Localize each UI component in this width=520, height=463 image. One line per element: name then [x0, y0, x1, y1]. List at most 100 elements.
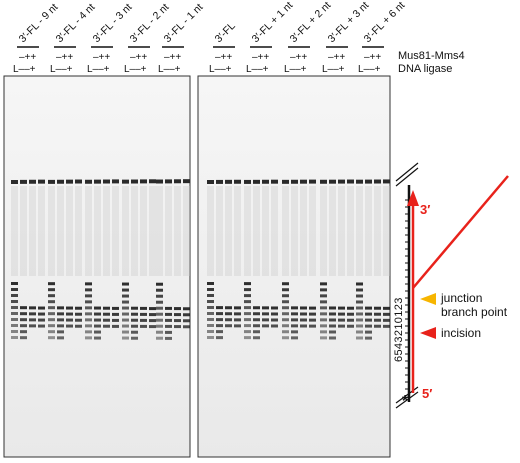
band [174, 319, 181, 323]
lane-smear [253, 186, 260, 276]
lane-smear [207, 186, 214, 276]
band-substrate [383, 179, 390, 184]
band [262, 324, 269, 328]
band [365, 324, 372, 328]
band [329, 336, 336, 340]
band [38, 306, 45, 310]
lane-smear [365, 186, 372, 276]
band [291, 312, 298, 316]
band-substrate [207, 180, 214, 184]
band-substrate [338, 179, 345, 184]
band [75, 318, 82, 322]
band [131, 312, 138, 316]
flap-strand-red [412, 175, 509, 289]
lane-smear [291, 186, 298, 276]
band [85, 330, 92, 334]
lane-smear [338, 186, 345, 276]
lane-smear [383, 186, 390, 276]
band [165, 336, 172, 340]
band [94, 318, 101, 322]
band [131, 330, 138, 334]
band [20, 318, 27, 322]
mus81-symbols: –++ [328, 52, 345, 63]
lane-smear [165, 186, 172, 276]
band [140, 324, 147, 328]
band [174, 313, 181, 317]
band [225, 306, 232, 310]
band [149, 313, 156, 317]
band [356, 318, 363, 322]
star-label: * [402, 393, 409, 410]
band [11, 318, 18, 321]
band [320, 324, 327, 328]
band [122, 318, 129, 322]
band [122, 330, 129, 334]
lane-smear [356, 186, 363, 276]
band [85, 294, 92, 298]
duplex-bottom-cap2 [395, 386, 419, 404]
band [282, 336, 289, 340]
lane-smear [244, 186, 251, 276]
band [174, 307, 181, 311]
band [183, 325, 190, 329]
band [207, 282, 214, 285]
ligase-symbols: L––+ [124, 64, 147, 75]
band [48, 318, 55, 322]
lane-smear [374, 186, 381, 276]
mus81-symbols: –++ [164, 52, 181, 63]
band [48, 300, 55, 304]
lane-smear [216, 186, 223, 276]
band [122, 336, 129, 340]
band [183, 313, 190, 317]
band [365, 306, 372, 310]
band [356, 306, 363, 310]
band [207, 288, 214, 291]
duplex-bottom-cap [395, 391, 419, 409]
duplex-top-cap2 [395, 162, 419, 182]
ligase-symbols: L––+ [246, 64, 269, 75]
band-substrate [356, 179, 363, 184]
band [165, 330, 172, 334]
band [383, 318, 390, 322]
band [131, 306, 138, 310]
band [262, 312, 269, 316]
lane-smear [149, 186, 156, 276]
band [131, 324, 138, 328]
band [11, 306, 18, 309]
band [320, 312, 327, 316]
band [309, 318, 316, 322]
lane-smear [329, 186, 336, 276]
band-substrate [320, 179, 327, 184]
band [57, 330, 64, 334]
band [57, 306, 64, 310]
dna-schematic: 3′ 5′ * 6543210123 junction branch point… [393, 162, 509, 410]
band [122, 282, 129, 286]
band [320, 282, 327, 286]
band [356, 300, 363, 304]
band [365, 336, 372, 340]
band-substrate [140, 179, 147, 184]
band [207, 336, 214, 339]
band [156, 318, 163, 322]
band [262, 318, 269, 322]
band [282, 294, 289, 298]
lane-smear [262, 186, 269, 276]
mus81-symbols: –++ [215, 52, 232, 63]
band [320, 306, 327, 310]
label-junction: junction [440, 291, 482, 305]
band [338, 306, 345, 310]
band [75, 312, 82, 316]
band [320, 294, 327, 298]
mus81-symbols: –++ [364, 52, 381, 63]
lane-label: 3′-FL - 9 nt [17, 1, 61, 45]
band [282, 330, 289, 334]
band [122, 324, 129, 328]
band-substrate [183, 179, 190, 184]
band-substrate [282, 179, 289, 184]
band [112, 324, 119, 328]
band-substrate [271, 179, 278, 184]
band [329, 306, 336, 310]
band [103, 306, 110, 310]
band [149, 325, 156, 329]
band-substrate [48, 179, 55, 184]
